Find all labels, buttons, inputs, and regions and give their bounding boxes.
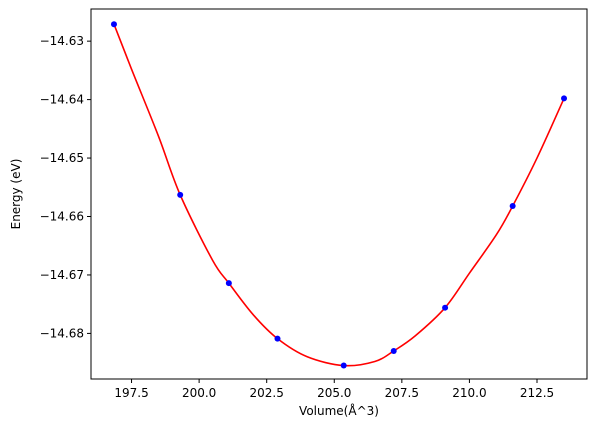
data-point: [177, 191, 184, 198]
x-axis-label: Volume(Å^3): [299, 403, 379, 418]
x-tick-label: 197.5: [114, 386, 148, 400]
data-point: [442, 304, 449, 311]
data-point: [340, 362, 347, 369]
x-tick-label: 205.0: [317, 386, 351, 400]
y-tick-label: −14.66: [40, 210, 84, 224]
y-tick-label: −14.67: [40, 268, 84, 282]
plot-layer: [110, 21, 568, 369]
y-axis-label: Energy (eV): [9, 159, 23, 230]
x-tick-label: 200.0: [182, 386, 216, 400]
y-tick-label: −14.68: [40, 326, 84, 340]
y-tick-label: −14.63: [40, 34, 84, 48]
data-point: [509, 202, 516, 209]
data-point: [225, 280, 232, 287]
x-axis-ticks: 197.5 200.0 202.5 205.0 207.5 210.0 212.5: [114, 379, 554, 400]
x-tick-label: 212.5: [520, 386, 554, 400]
plot-frame: [90, 8, 588, 380]
y-tick-label: −14.64: [40, 93, 84, 107]
x-tick-label: 202.5: [250, 386, 284, 400]
x-tick-label: 207.5: [385, 386, 419, 400]
data-point: [110, 21, 117, 28]
x-tick-label: 210.0: [452, 386, 486, 400]
data-point: [274, 335, 281, 342]
y-axis-ticks: −14.63 −14.64 −14.65 −14.66 −14.67 −14.68: [40, 34, 91, 340]
y-tick-label: −14.65: [40, 151, 84, 165]
data-point: [561, 95, 568, 102]
data-point: [390, 347, 397, 354]
